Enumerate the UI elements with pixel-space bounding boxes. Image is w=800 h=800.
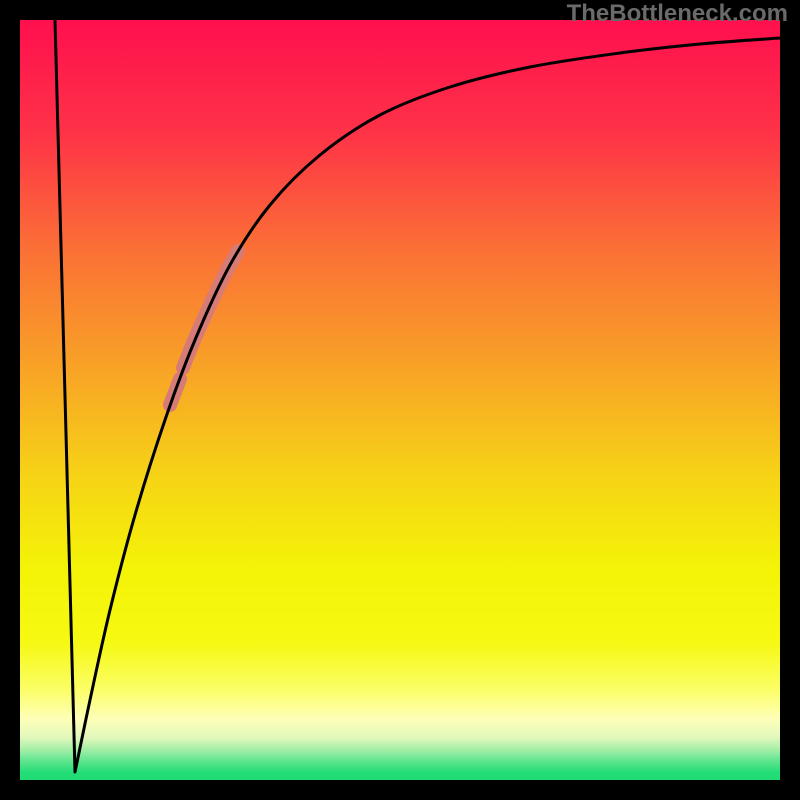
chart-container: TheBottleneck.com <box>0 0 800 800</box>
gradient-background <box>20 20 780 780</box>
plot-svg <box>20 20 780 780</box>
plot-area <box>20 20 780 780</box>
watermark-text: TheBottleneck.com <box>567 0 788 28</box>
